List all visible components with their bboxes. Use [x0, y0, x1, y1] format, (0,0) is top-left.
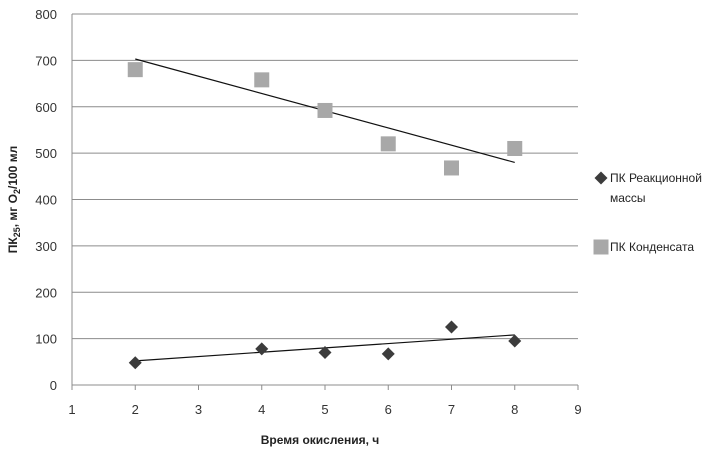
data-points	[127, 62, 523, 370]
data-point-series-1	[381, 347, 395, 361]
y-axis-label-prefix-sub: 25	[12, 227, 22, 237]
legend-marker-series-2	[593, 239, 609, 255]
y-tick-label: 100	[35, 332, 57, 347]
data-point-series-1	[128, 356, 142, 370]
data-point-series-1	[508, 334, 522, 348]
x-tick-label: 2	[132, 402, 139, 417]
x-tick-label: 3	[195, 402, 202, 417]
y-tick-labels: 0 100 200 300 400 500 600 700 800	[35, 7, 57, 393]
x-tick-labels: 1 2 3 4 5 6 7 8 9	[68, 402, 581, 417]
data-point-series-2	[507, 140, 523, 156]
y-tick-label: 800	[35, 7, 57, 22]
x-axis-label: Время окисления, ч	[261, 433, 380, 447]
data-point-series-2	[444, 160, 459, 176]
x-tick-label: 5	[321, 402, 328, 417]
y-axis-label-prefix: ПК	[6, 237, 20, 254]
legend-marker-series-1	[594, 171, 608, 185]
data-point-series-1	[318, 346, 332, 360]
y-tick-label: 600	[35, 100, 57, 115]
data-point-series-2	[127, 62, 143, 78]
data-point-series-2	[254, 72, 270, 88]
y-tick-label: 700	[35, 53, 57, 68]
data-point-series-1	[445, 320, 458, 334]
legend-label: ПК Реакционной	[610, 171, 702, 185]
x-tick-label: 6	[385, 402, 392, 417]
y-axis-label-middle-sub: 2	[12, 189, 22, 194]
y-tick-label: 200	[35, 285, 57, 300]
data-point-series-2	[380, 136, 396, 152]
y-tick-label: 0	[50, 378, 57, 393]
legend-label: ПК Конденсата	[610, 240, 694, 254]
x-tick-label: 7	[448, 402, 455, 417]
legend: ПК Реакционной массы ПК Конденсата	[593, 171, 702, 255]
data-point-series-2	[317, 102, 333, 118]
x-tick-label: 9	[574, 402, 581, 417]
y-tick-label: 500	[35, 146, 57, 161]
x-tick-label: 8	[511, 402, 518, 417]
y-axis-label: ПК25, мг О2/100 мл	[6, 146, 22, 253]
y-axis-label-middle: , мг О	[6, 194, 20, 227]
x-tick-label: 4	[258, 402, 265, 417]
legend-label: массы	[610, 191, 646, 205]
y-tick-label: 300	[35, 239, 57, 254]
x-tick-label: 1	[68, 402, 75, 417]
y-tick-label: 400	[35, 193, 57, 208]
y-axis-label-suffix: /100 мл	[6, 146, 20, 189]
axes	[71, 14, 579, 390]
data-point-series-1	[255, 342, 269, 356]
